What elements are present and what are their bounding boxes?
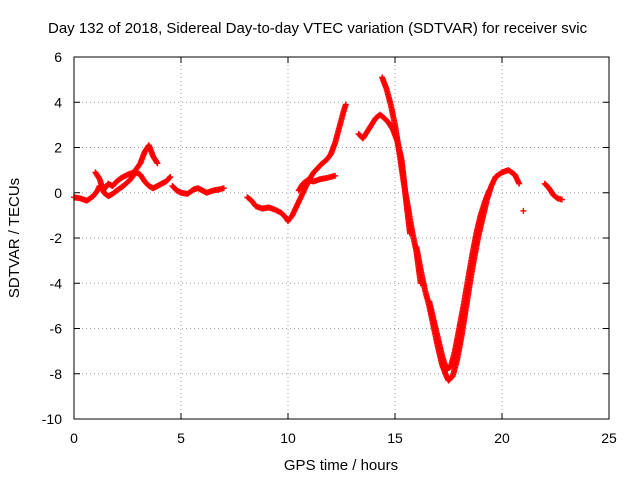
x-axis-label: GPS time / hours [284, 457, 398, 474]
data-point [520, 207, 527, 214]
data-point [332, 172, 339, 179]
y-tick-labels: -10 -8 -6 -4 -2 0 2 4 6 [42, 49, 62, 427]
y-tick-label: 6 [54, 49, 62, 65]
x-tick-label: 5 [177, 430, 185, 446]
x-tick-label: 25 [601, 430, 617, 446]
y-axis-label: SDTVAR / TECUs [6, 178, 23, 298]
y-tick-label: -8 [50, 366, 63, 382]
data-point [516, 180, 523, 187]
x-tick-label: 20 [494, 430, 510, 446]
x-tick-labels: 0 5 10 15 20 25 [70, 430, 617, 446]
axis-ticks [73, 56, 610, 420]
y-tick-label: 4 [54, 94, 62, 110]
x-tick-label: 15 [387, 430, 403, 446]
y-tick-label: 2 [54, 140, 62, 156]
data-points [71, 74, 565, 384]
data-point [220, 185, 227, 192]
y-tick-label: -6 [50, 321, 63, 337]
data-point [342, 101, 349, 108]
chart-title: Day 132 of 2018, Sidereal Day-to-day VTE… [48, 20, 588, 37]
x-tick-label: 0 [70, 430, 78, 446]
y-tick-label: 0 [54, 185, 62, 201]
y-tick-label: -10 [42, 411, 62, 427]
data-point [153, 159, 160, 166]
data-point [167, 173, 174, 180]
data-point [558, 196, 565, 203]
y-tick-label: -4 [50, 275, 63, 291]
y-tick-label: -2 [50, 230, 63, 246]
data-point [166, 174, 173, 181]
data-point [486, 187, 493, 194]
x-tick-label: 10 [280, 430, 296, 446]
data-point [154, 160, 161, 167]
